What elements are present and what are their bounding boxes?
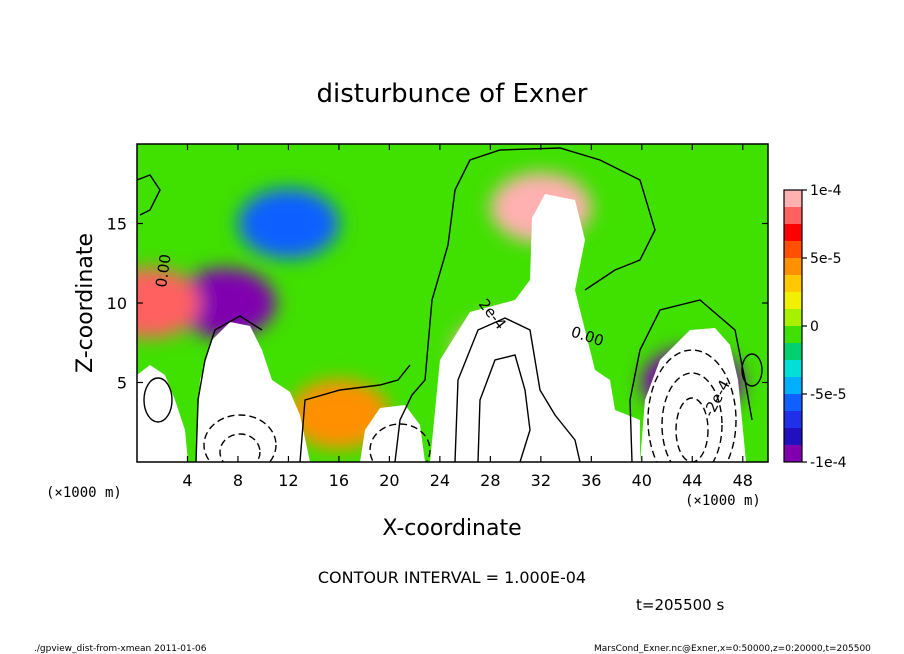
colorbar-label: -5e-5: [810, 387, 847, 403]
x-axis: 4 8 12 16 20 24 28 32 36 40 44 48: [182, 144, 753, 490]
x-tick-label: 4: [182, 471, 192, 490]
chart-title: disturbunce of Exner: [317, 79, 588, 109]
x-tick-label: 12: [278, 471, 298, 490]
x-tick-label: 16: [329, 471, 349, 490]
colorbar-segment: [784, 241, 802, 259]
white-right-region: [640, 328, 746, 462]
contour-zero-left: [195, 315, 263, 462]
white-left-region: [196, 322, 310, 462]
colorbar-segment: [784, 292, 802, 310]
colorbar-segment: [784, 360, 802, 378]
field-upper-cold-dome: [237, 188, 339, 259]
z-unit-label: (×1000 m): [46, 485, 122, 501]
colorbar: 1e-4 5e-5 0 -5e-5 -1e-4: [783, 183, 847, 471]
contour-neg-ring-2: [661, 372, 723, 462]
contour-neg-left-1: [203, 414, 277, 462]
colorbar-segment: [784, 258, 802, 276]
contour-neg-left-2: [219, 433, 261, 462]
y-axis: 5 10 15: [107, 215, 768, 393]
contour-small-left: [143, 377, 173, 423]
y-axis-label: Z-coordinate: [73, 233, 98, 373]
colorbar-segment: [784, 445, 802, 463]
colorbar-segment: [784, 343, 802, 361]
field-left-warm-edge: [137, 268, 201, 338]
x-tick-label: 40: [632, 471, 652, 490]
colorbar-segment: [784, 207, 802, 225]
x-axis-label: X-coordinate: [382, 516, 521, 541]
x-tick-label: 48: [733, 471, 753, 490]
contour-neg-mid: [369, 423, 431, 462]
white-lower-mid: [360, 405, 425, 462]
contour-small-right: [741, 353, 763, 387]
colorbar-label: 0: [810, 319, 819, 335]
colorbar-segment: [784, 411, 802, 429]
contour-neg-ring-3: [675, 397, 709, 462]
x-tick-label: 36: [581, 471, 601, 490]
time-text: t=205500 s: [636, 596, 724, 614]
contour-pos-core: [477, 354, 531, 462]
x-tick-label: 28: [480, 471, 500, 490]
x-tick-label: 24: [430, 471, 450, 490]
y-tick-label: 10: [107, 294, 127, 313]
colorbar-segment: [784, 428, 802, 446]
colorbar-label: -1e-4: [810, 455, 847, 471]
x-unit-label: (×1000 m): [685, 493, 761, 509]
contour-pos-inner: [454, 317, 581, 462]
colorbar-segment: [784, 394, 802, 412]
contour-lines: [137, 147, 763, 462]
x-tick-label: 44: [682, 471, 702, 490]
contour-zero-main: [394, 147, 656, 462]
colorbar-segment: [784, 326, 802, 344]
colorbar-label: 1e-4: [810, 183, 842, 199]
colorbar-segment: [784, 377, 802, 395]
contour-interval-text: CONTOUR INTERVAL = 1.000E-04: [318, 568, 586, 587]
field-left-cold-core: [174, 268, 276, 338]
colorbar-segment: [784, 190, 802, 208]
footer-right: MarsCond_Exner.nc@Exner,x=0:50000,z=0:20…: [594, 644, 871, 654]
contour-zero-right: [629, 299, 753, 462]
colorbar-segment: [784, 224, 802, 242]
plot-area: 0.00 2e-4 0.00 -2e-4: [137, 144, 768, 462]
white-left-edge: [137, 365, 188, 462]
x-tick-label: 8: [233, 471, 243, 490]
colorbar-segment: [784, 275, 802, 293]
contour-neg-ring-1: [647, 349, 737, 462]
colorbar-segment: [784, 309, 802, 327]
footer-left: ./gpview_dist-from-xmean 2011-01-06: [34, 644, 207, 654]
contour-topo-left: [137, 174, 161, 216]
x-tick-label: 20: [379, 471, 399, 490]
colorbar-label: 5e-5: [810, 251, 841, 267]
x-tick-label: 32: [531, 471, 551, 490]
contour-zero-lower: [299, 364, 411, 462]
contour-label-left: 0.00: [152, 253, 174, 289]
y-tick-label: 5: [117, 374, 127, 393]
y-tick-label: 15: [107, 215, 127, 234]
